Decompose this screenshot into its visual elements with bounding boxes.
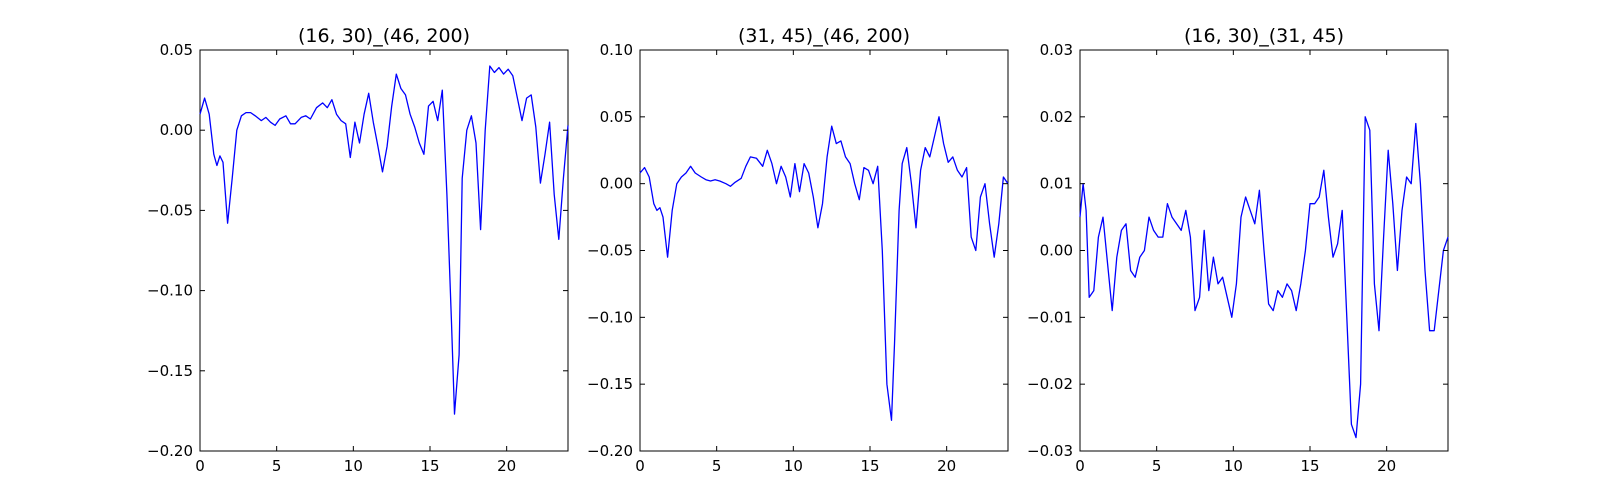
x-tick-label: 15 [1300,457,1319,475]
chart-title: (16, 30)_(31, 45) [1184,25,1344,47]
y-tick-label: −0.15 [587,375,633,393]
y-tick-label: 0.10 [600,41,633,59]
y-tick-label: −0.15 [147,362,193,380]
x-tick-label: 15 [420,457,439,475]
chart-title: (16, 30)_(46, 200) [298,25,470,47]
chart-title: (31, 45)_(46, 200) [738,25,910,47]
y-tick-label: −0.02 [1027,375,1073,393]
y-tick-label: 0.00 [160,121,193,139]
x-tick-label: 20 [937,457,956,475]
y-tick-label: −0.20 [587,442,633,460]
x-tick-label: 0 [1075,457,1085,475]
x-tick-label: 0 [635,457,645,475]
y-tick-label: 0.00 [1040,242,1073,260]
y-tick-label: 0.03 [1040,41,1073,59]
y-tick-label: 0.02 [1040,108,1073,126]
series-line [199,65,569,415]
y-tick-label: −0.10 [587,308,633,326]
y-tick-label: 0.00 [600,175,633,193]
y-tick-label: 0.01 [1040,175,1073,193]
x-tick-label: 15 [860,457,879,475]
x-tick-label: 5 [1152,457,1162,475]
y-tick-label: −0.03 [1027,442,1073,460]
y-tick-label: −0.01 [1027,308,1073,326]
x-tick-label: 20 [497,457,516,475]
y-tick-label: −0.20 [147,442,193,460]
subplot-2: 0 5 10 15 20 −0.20 −0.15 −0.10 −0.05 0.00 0.05 0.10… [587,25,1009,475]
subplot-3: 0 5 10 15 20 −0.03 −0.02 −0.01 0.00 0.01 0.02 0.03 (… [1027,25,1449,475]
x-tick-label: 5 [272,457,282,475]
plot-area [199,49,569,452]
plot-area [639,49,1009,452]
y-tick-label: −0.10 [147,282,193,300]
subplot-1: 0 5 10 15 20 −0.20 −0.15 −0.10 −0.05 0.00 0.05 (16,… [147,25,569,475]
series-line [1079,116,1449,439]
x-tick-label: 10 [784,457,803,475]
y-tick-label: −0.05 [147,201,193,219]
y-tick-label: 0.05 [160,41,193,59]
x-tick-label: 20 [1377,457,1396,475]
x-tick-label: 5 [712,457,722,475]
series-line [639,116,1009,421]
y-tick-label: −0.05 [587,242,633,260]
y-tick-label: 0.05 [600,108,633,126]
x-tick-label: 10 [344,457,363,475]
x-tick-label: 0 [195,457,205,475]
x-tick-label: 10 [1224,457,1243,475]
